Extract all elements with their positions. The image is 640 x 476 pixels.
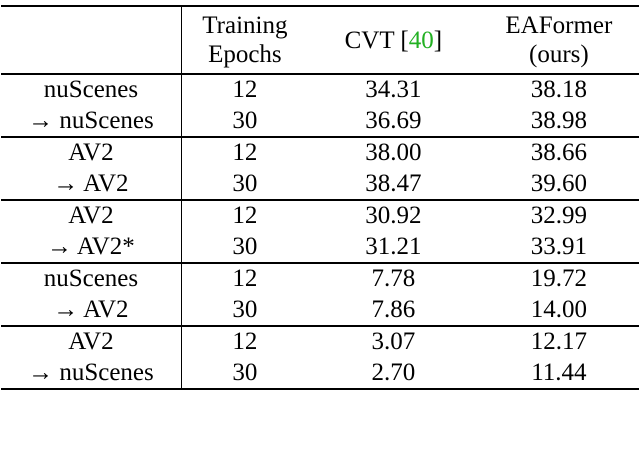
header-eaformer-line2: (ours) (529, 41, 589, 68)
cell-cvt: 3.07 (307, 325, 479, 357)
header-training-epochs: Training Epochs (181, 5, 308, 74)
cell-setting: → AV2* (1, 231, 182, 263)
cell-setting: nuScenes (1, 262, 182, 294)
cell-eaformer: 19.72 (478, 262, 639, 294)
cell-cvt: 2.70 (307, 357, 479, 390)
header-row: Training Epochs CVT [40] EAFormer (ours) (1, 5, 639, 74)
cell-epochs: 12 (181, 325, 308, 357)
header-eaformer-line1: EAFormer (505, 12, 613, 39)
cell-eaformer: 14.00 (530, 296, 587, 323)
table-row: → nuScenes 30 36.69 38.98 (1, 105, 639, 137)
cvt-citation-link[interactable]: 40 (408, 26, 434, 54)
table-row: AV2 12 3.07 12.17 (1, 325, 639, 357)
cell-eaformer: 33.91 (530, 233, 587, 260)
cell-eaformer: 38.18 (478, 73, 639, 105)
cell-epochs: 30 (232, 170, 258, 197)
header-setting (1, 5, 182, 74)
header-training-line1: Training (202, 12, 288, 39)
cell-eaformer: 38.98 (530, 107, 587, 134)
cell-setting: AV2 (1, 199, 182, 231)
cell-cvt: 7.86 (371, 296, 416, 323)
header-training-line2: Epochs (208, 41, 282, 68)
table-row: → AV2 30 38.47 39.60 (1, 168, 639, 200)
cell-eaformer: 39.60 (530, 170, 587, 197)
table-row: → AV2* 30 31.21 33.91 (1, 231, 639, 263)
cell-setting: → AV2 (1, 168, 182, 200)
cell-setting: AV2 (1, 325, 182, 357)
cell-cvt: 38.00 (307, 136, 479, 168)
results-table: Training Epochs CVT [40] EAFormer (ours)… (1, 5, 639, 390)
header-eaformer: EAFormer (ours) (478, 5, 639, 74)
cell-cvt: 38.47 (365, 170, 422, 197)
cell-epochs: 30 (181, 357, 308, 390)
cell-setting: AV2 (1, 136, 182, 168)
cell-setting: → AV2 (1, 294, 182, 326)
header-cvt-name: CVT [ (344, 26, 409, 54)
cell-cvt: 34.31 (307, 73, 479, 105)
cell-eaformer: 12.17 (478, 325, 639, 357)
cell-setting: → nuScenes (1, 357, 182, 390)
table-row: → AV2 30 7.86 14.00 (1, 294, 639, 326)
cell-setting: nuScenes (1, 73, 182, 105)
cell-setting: → nuScenes (1, 105, 182, 137)
cell-cvt: 7.78 (307, 262, 479, 294)
cell-eaformer: 32.99 (478, 199, 639, 231)
cell-cvt: 31.21 (365, 233, 422, 260)
cell-epochs: 12 (181, 199, 308, 231)
table-row: nuScenes 12 34.31 38.18 (1, 73, 639, 105)
table-row: AV2 12 30.92 32.99 (1, 199, 639, 231)
cell-epochs: 12 (181, 73, 308, 105)
cell-epochs: 12 (181, 136, 308, 168)
cell-cvt: 36.69 (365, 107, 422, 134)
table-row: nuScenes 12 7.78 19.72 (1, 262, 639, 294)
table-row: AV2 12 38.00 38.66 (1, 136, 639, 168)
table-row: → nuScenes 30 2.70 11.44 (1, 357, 639, 390)
cell-epochs: 30 (232, 107, 258, 134)
cell-eaformer: 11.44 (478, 357, 639, 390)
header-cvt-close: ] (433, 26, 443, 54)
cell-epochs: 30 (232, 296, 258, 323)
results-body: nuScenes 12 34.31 38.18 → nuScenes 30 36.69 38.… (1, 73, 639, 390)
cell-cvt: 30.92 (307, 199, 479, 231)
cell-epochs: 12 (181, 262, 308, 294)
cell-eaformer: 38.66 (478, 136, 639, 168)
header-cvt: CVT [40] (307, 5, 479, 74)
cell-epochs: 30 (232, 233, 258, 260)
